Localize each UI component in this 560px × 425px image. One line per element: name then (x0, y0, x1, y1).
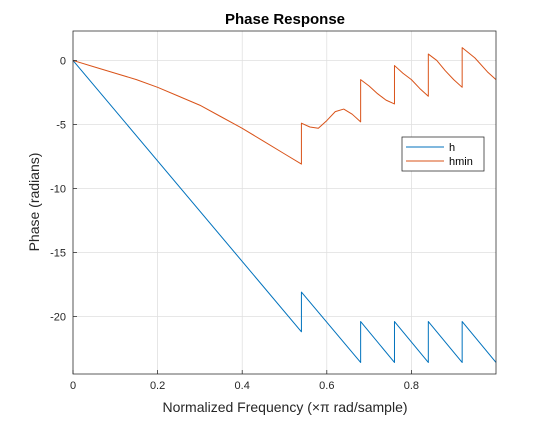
axis-ticks: 0 0.2 0.4 0.6 0.8 0 -5 -10 -15 -20 (50, 55, 419, 392)
y-tick-label: 0 (60, 55, 66, 67)
series-line-h (72, 60, 497, 363)
plot-area (73, 31, 496, 374)
x-tick-label: 0 (70, 380, 76, 392)
y-tick-label: -20 (50, 311, 66, 323)
plot-frame (72, 30, 497, 375)
series-lines (72, 47, 497, 363)
y-tick-label: -10 (50, 183, 66, 195)
y-tick-label: -15 (50, 247, 66, 259)
x-tick-label: 0.8 (404, 380, 419, 392)
series-line-hmin (72, 47, 497, 165)
x-tick-label: 0.6 (319, 380, 334, 392)
legend-label-h: h (449, 142, 455, 154)
legend-box (401, 136, 485, 172)
x-tick-label: 0.2 (150, 380, 165, 392)
x-axis-label: Normalized Frequency (×π rad/sample) (162, 399, 407, 415)
y-axis-label: Phase (radians) (26, 153, 42, 252)
y-tick-label: -5 (56, 119, 66, 131)
chart-title: Phase Response (225, 11, 345, 28)
grid (72, 31, 496, 374)
x-tick-label: 0.4 (235, 380, 250, 392)
legend: h hmin (401, 136, 485, 172)
legend-label-hmin: hmin (449, 156, 473, 168)
